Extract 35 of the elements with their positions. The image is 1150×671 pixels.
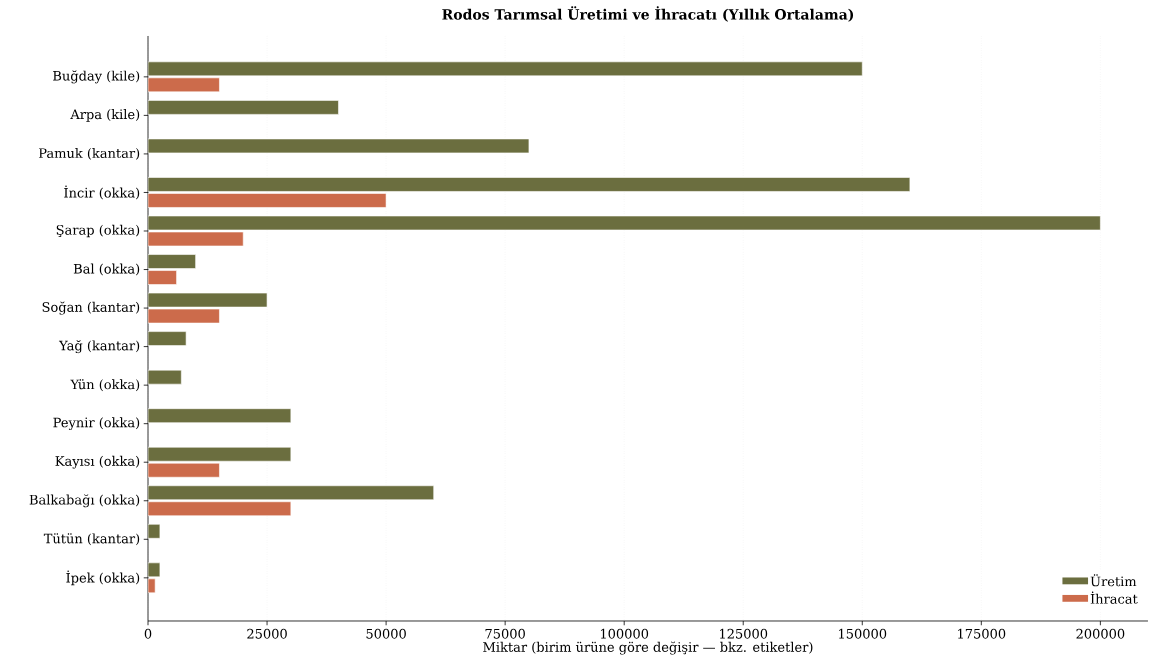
x-tick-label: 175000: [958, 628, 1006, 639]
bar: [148, 61, 863, 77]
y-tick-label: İncir (okka): [64, 185, 140, 200]
x-tick-label: 75000: [485, 628, 525, 639]
bar: [148, 523, 161, 539]
bar: [148, 331, 187, 346]
y-tick-label: Buğday (kile): [53, 70, 140, 84]
x-tick-label: 0: [144, 628, 152, 639]
chart-title: Rodos Tarımsal Üretimi ve İhracatı (Yıllık Ortalama): [442, 6, 854, 22]
y-tick-label: İpek (okka): [66, 570, 140, 586]
y-tick-label: Yağ (kantar): [58, 340, 140, 354]
y-tick-label: Pamuk (kantar): [38, 147, 140, 160]
legend-label: İhracat: [1090, 591, 1138, 604]
bar: [148, 77, 220, 93]
legend-label: Üretim: [1090, 574, 1137, 587]
y-tick-label: Şarap (okka): [56, 224, 140, 238]
y-tick-label: Bal (okka): [73, 263, 140, 276]
y-tick-label: Peynir (okka): [53, 417, 140, 431]
y-tick-label: Kayısı (okka): [55, 455, 140, 469]
y-tick-label: Balkabağı (okka): [29, 494, 140, 508]
bar: [148, 408, 292, 423]
x-tick-label: 150000: [839, 628, 887, 639]
x-tick-label: 200000: [1076, 628, 1125, 639]
x-axis-title: Miktar (birim ürüne göre değişir — bkz. etiketler): [483, 641, 813, 655]
x-tick-label: 25000: [247, 628, 287, 639]
y-tick-label: Soğan (kantar): [42, 301, 140, 315]
x-tick-label: 125000: [720, 628, 768, 639]
x-tick-label: 100000: [600, 628, 649, 639]
y-tick-label: Yün (okka): [70, 379, 140, 392]
y-tick-label: Arpa (kile): [70, 109, 140, 122]
bar: [148, 138, 530, 154]
bar: [148, 100, 339, 115]
x-tick-label: 50000: [366, 628, 406, 639]
y-tick-label: Tütün (kantar): [43, 533, 140, 546]
bar: [148, 369, 182, 385]
